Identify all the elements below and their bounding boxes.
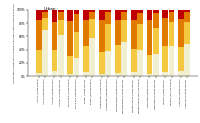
Bar	[67, 74, 73, 76]
Bar	[89, 19, 95, 38]
Bar	[58, 20, 64, 35]
Text: Urban: Urban	[43, 7, 56, 11]
Bar	[184, 10, 190, 13]
Bar	[36, 10, 42, 20]
Bar	[83, 46, 89, 72]
Bar	[52, 71, 57, 76]
Bar	[162, 46, 168, 72]
Bar	[83, 72, 89, 76]
Bar	[153, 10, 159, 13]
Bar	[169, 46, 174, 76]
Bar	[169, 10, 174, 12]
Bar	[178, 47, 184, 71]
Bar	[58, 10, 64, 13]
Bar	[74, 10, 79, 14]
Y-axis label: Percentage of areas within Natura 2000 sites / outside Natura 2000 (%): Percentage of areas within Natura 2000 s…	[13, 3, 15, 83]
Bar	[99, 74, 105, 76]
Bar	[178, 71, 184, 76]
Bar	[74, 58, 79, 76]
Bar	[131, 20, 137, 49]
Bar	[67, 56, 73, 74]
Bar	[115, 45, 121, 73]
Bar	[83, 20, 89, 46]
Bar	[99, 10, 105, 20]
Bar	[147, 74, 152, 76]
Bar	[36, 50, 42, 73]
Bar	[162, 72, 168, 76]
Bar	[105, 10, 111, 13]
Bar	[89, 10, 95, 12]
Bar	[105, 24, 111, 51]
Bar	[74, 14, 79, 32]
Bar	[67, 10, 73, 21]
Bar	[178, 19, 184, 47]
Bar	[42, 30, 48, 76]
Bar	[99, 20, 105, 52]
Bar	[52, 50, 57, 71]
Bar	[184, 22, 190, 44]
Bar	[121, 20, 127, 42]
Bar	[153, 13, 159, 28]
Bar	[58, 35, 64, 76]
Bar	[52, 10, 57, 22]
Bar	[58, 13, 64, 20]
Bar	[162, 18, 168, 46]
Bar	[42, 13, 48, 18]
Bar	[83, 10, 89, 20]
Bar	[121, 42, 127, 76]
Bar	[147, 55, 152, 74]
Bar	[105, 51, 111, 76]
Bar	[178, 10, 184, 19]
Bar	[36, 73, 42, 76]
Bar	[52, 22, 57, 50]
Bar	[153, 54, 159, 76]
Bar	[99, 52, 105, 74]
Bar	[89, 38, 95, 76]
Bar	[131, 49, 137, 72]
Bar	[115, 20, 121, 45]
Bar	[131, 72, 137, 76]
Bar	[162, 10, 168, 18]
Bar	[89, 12, 95, 19]
Bar	[105, 13, 111, 24]
Bar	[115, 10, 121, 20]
Bar	[169, 22, 174, 46]
Bar	[153, 28, 159, 54]
Bar	[137, 50, 143, 76]
Bar	[121, 10, 127, 12]
Bar	[184, 13, 190, 22]
Bar	[42, 18, 48, 30]
Bar	[137, 24, 143, 50]
Bar	[36, 20, 42, 50]
Bar	[184, 44, 190, 76]
Bar	[67, 21, 73, 56]
Bar	[147, 10, 152, 20]
Bar	[169, 12, 174, 22]
Bar	[74, 32, 79, 58]
Bar	[131, 10, 137, 20]
Bar	[42, 10, 48, 13]
Bar	[137, 13, 143, 24]
Bar	[121, 12, 127, 20]
Bar	[137, 10, 143, 13]
Bar	[147, 20, 152, 55]
Bar	[115, 73, 121, 76]
